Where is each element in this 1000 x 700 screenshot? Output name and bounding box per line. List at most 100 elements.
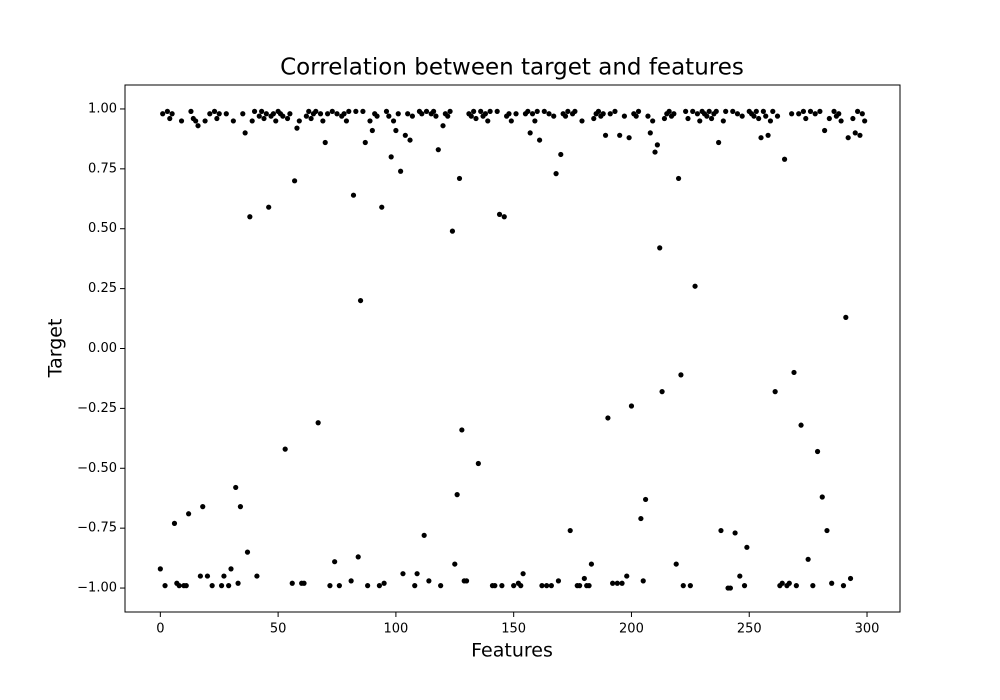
point <box>197 573 203 579</box>
point <box>770 108 776 114</box>
point <box>388 154 394 160</box>
point <box>730 108 736 114</box>
point <box>301 580 307 586</box>
point <box>513 111 519 117</box>
point <box>237 504 244 510</box>
point <box>610 580 616 586</box>
point <box>259 108 265 114</box>
point <box>273 118 279 124</box>
point <box>824 527 830 534</box>
point <box>527 130 533 136</box>
y-tick-label: −0.50 <box>77 461 117 476</box>
point <box>739 113 745 119</box>
point <box>169 111 175 117</box>
point <box>810 583 816 589</box>
point <box>751 113 757 119</box>
point <box>539 583 545 589</box>
point <box>551 113 557 119</box>
point <box>673 561 679 567</box>
point <box>612 108 618 114</box>
point <box>211 108 218 114</box>
point <box>412 583 418 589</box>
plot-frame <box>124 84 901 613</box>
point <box>595 108 602 114</box>
point <box>659 389 665 395</box>
x-axis-label: Features <box>471 640 553 662</box>
point <box>440 123 446 129</box>
point <box>207 111 213 117</box>
point <box>202 118 208 124</box>
point <box>845 135 851 141</box>
point <box>322 139 328 146</box>
point <box>803 115 809 122</box>
point <box>419 111 425 117</box>
x-tick-label: 50 <box>270 622 287 637</box>
point <box>438 583 444 589</box>
point <box>435 147 441 153</box>
point <box>520 571 526 577</box>
point <box>471 108 477 114</box>
point <box>716 139 722 146</box>
point <box>518 583 524 589</box>
point <box>525 108 531 114</box>
point <box>544 583 550 589</box>
point <box>591 115 597 122</box>
point <box>249 118 255 124</box>
point <box>343 118 350 124</box>
point <box>164 108 171 114</box>
point <box>433 113 439 119</box>
point <box>838 118 844 124</box>
point <box>694 111 701 117</box>
point <box>807 108 814 114</box>
point <box>654 142 660 148</box>
point <box>633 113 639 119</box>
point <box>789 111 795 117</box>
point <box>167 115 173 122</box>
point <box>266 204 272 210</box>
point <box>581 575 587 582</box>
point <box>244 549 251 555</box>
point <box>635 108 642 114</box>
point <box>369 127 375 134</box>
point <box>478 108 484 114</box>
point <box>360 108 366 114</box>
point <box>350 192 357 198</box>
point <box>355 554 361 560</box>
point <box>216 111 222 117</box>
point <box>602 132 609 138</box>
point <box>235 580 241 586</box>
point <box>160 111 166 117</box>
point <box>767 118 774 124</box>
point <box>256 113 262 119</box>
point <box>284 115 291 122</box>
point <box>647 130 653 136</box>
point <box>605 415 611 421</box>
point <box>541 108 547 114</box>
point <box>791 369 797 376</box>
point <box>376 583 383 589</box>
point <box>577 583 583 589</box>
point <box>336 583 342 589</box>
point <box>779 580 785 586</box>
point <box>671 111 677 117</box>
point <box>680 583 686 589</box>
x-tick-label: 200 <box>619 622 644 637</box>
chart-title: Correlation between target and features <box>280 55 744 81</box>
point <box>313 108 319 114</box>
point <box>188 108 194 114</box>
point <box>859 111 865 117</box>
point <box>329 108 335 114</box>
point <box>617 132 623 138</box>
point <box>690 108 696 114</box>
point <box>852 130 858 136</box>
point <box>400 571 406 577</box>
point <box>756 115 762 122</box>
point <box>228 566 234 572</box>
y-tick-label: 0.75 <box>88 161 117 176</box>
point <box>862 118 868 124</box>
point <box>204 573 211 579</box>
point <box>532 118 538 124</box>
point <box>723 108 729 114</box>
point <box>626 135 632 141</box>
point <box>657 245 663 251</box>
